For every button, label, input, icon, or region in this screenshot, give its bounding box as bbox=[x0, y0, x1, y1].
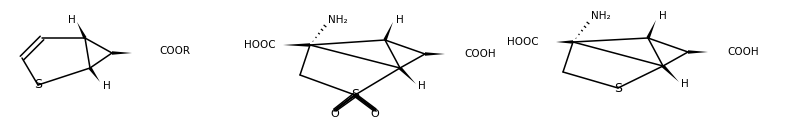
Polygon shape bbox=[425, 52, 445, 56]
Text: S: S bbox=[34, 78, 42, 92]
Text: HOOC: HOOC bbox=[244, 40, 276, 50]
Text: H: H bbox=[68, 15, 76, 25]
Text: S: S bbox=[614, 82, 622, 94]
Polygon shape bbox=[688, 50, 708, 54]
Polygon shape bbox=[283, 43, 310, 47]
Text: H: H bbox=[396, 15, 404, 25]
Text: H: H bbox=[659, 11, 667, 21]
Text: COOR: COOR bbox=[159, 46, 190, 56]
Text: H: H bbox=[681, 79, 689, 89]
Text: S: S bbox=[351, 89, 359, 101]
Text: O: O bbox=[370, 109, 379, 119]
Polygon shape bbox=[383, 22, 393, 41]
Polygon shape bbox=[89, 67, 100, 82]
Polygon shape bbox=[77, 22, 86, 39]
Text: H: H bbox=[418, 81, 426, 91]
Text: NH₂: NH₂ bbox=[328, 15, 348, 25]
Polygon shape bbox=[556, 40, 573, 44]
Text: O: O bbox=[330, 109, 339, 119]
Text: COOH: COOH bbox=[727, 47, 759, 57]
Polygon shape bbox=[112, 51, 132, 55]
Text: HOOC: HOOC bbox=[507, 37, 539, 47]
Polygon shape bbox=[662, 65, 679, 82]
Text: H: H bbox=[103, 81, 111, 91]
Text: COOH: COOH bbox=[464, 49, 496, 59]
Polygon shape bbox=[646, 20, 656, 39]
Text: NH₂: NH₂ bbox=[591, 11, 611, 21]
Polygon shape bbox=[398, 67, 416, 84]
